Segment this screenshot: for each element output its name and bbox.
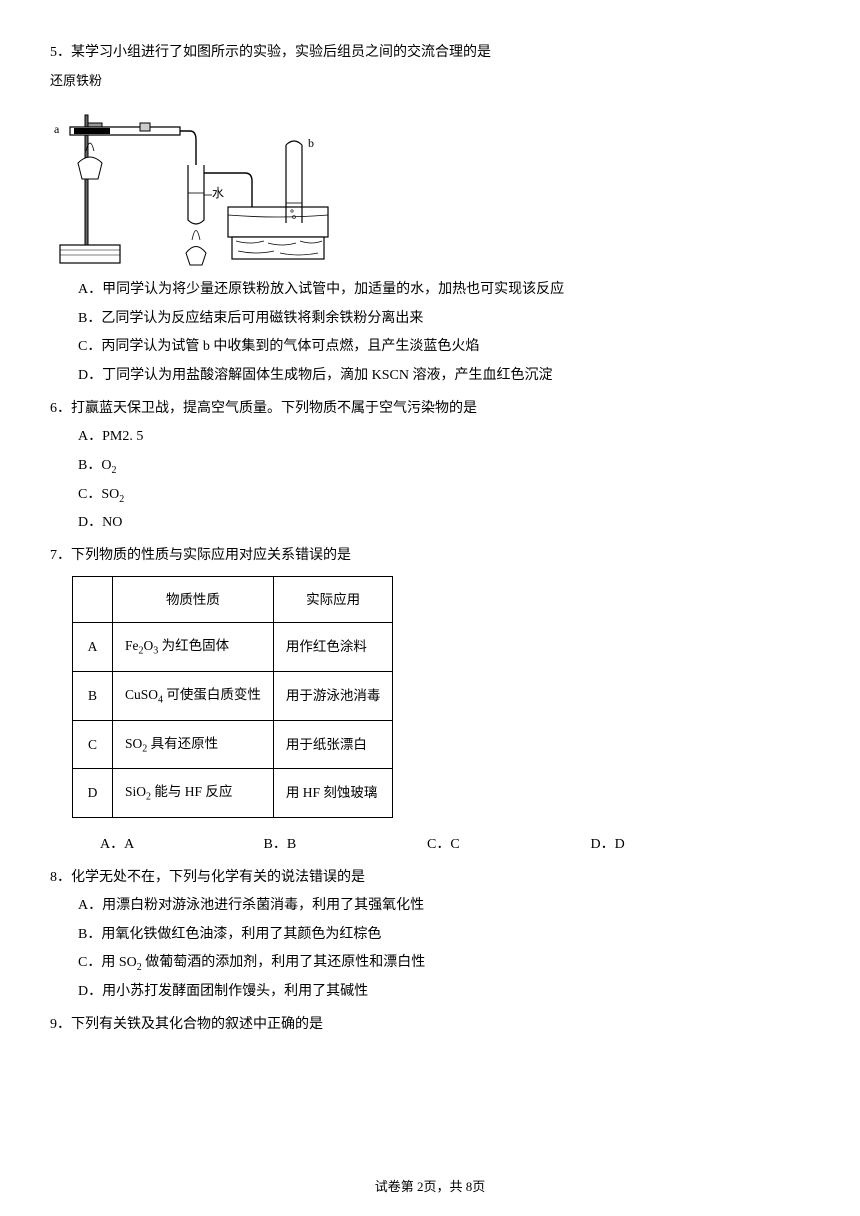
q9-stem: 9．下列有关铁及其化合物的叙述中正确的是 (50, 1012, 810, 1039)
q7-row-a-label: A (73, 623, 113, 672)
table-row: D SiO2 能与 HF 反应 用 HF 刻蚀玻璃 (73, 769, 393, 818)
svg-text:a: a (54, 122, 60, 136)
q6-opt-b-prefix: B．O (78, 458, 111, 473)
q7-table-header-row: 物质性质 实际应用 (73, 576, 393, 623)
q5-options: A．甲同学认为将少量还原铁粉放入试管中，加适量的水，加热也可实现该反应 B．乙同… (78, 277, 810, 389)
page-footer: 试卷第 2页，共 8页 (0, 1175, 860, 1200)
q8-opt-a: A．用漂白粉对游泳池进行杀菌消毒，利用了其强氧化性 (78, 893, 810, 920)
q7-row-b-c1: CuSO4 可使蛋白质变性 (113, 671, 274, 720)
q5-opt-b: B．乙同学认为反应结束后可用磁铁将剩余铁粉分离出来 (78, 306, 810, 333)
q6-num: 6． (50, 401, 71, 416)
question-7: 7．下列物质的性质与实际应用对应关系错误的是 物质性质 实际应用 A Fe2O3… (50, 543, 810, 859)
question-5: 5．某学习小组进行了如图所示的实验，实验后组员之间的交流合理的是 还原铁粉 a (50, 40, 810, 390)
q7-row-a-c1: Fe2O3 为红色固体 (113, 623, 274, 672)
q8-opt-c: C．用 SO2 做葡萄酒的添加剂，利用了其还原性和漂白性 (78, 950, 810, 977)
q6-stem: 6．打赢蓝天保卫战，提高空气质量。下列物质不属于空气污染物的是 (50, 396, 810, 423)
q6-text: 打赢蓝天保卫战，提高空气质量。下列物质不属于空气污染物的是 (71, 401, 477, 416)
q5-opt-a: A．甲同学认为将少量还原铁粉放入试管中，加适量的水，加热也可实现该反应 (78, 277, 810, 304)
q7-row-c-c2: 用于纸张漂白 (273, 720, 393, 769)
question-6: 6．打赢蓝天保卫战，提高空气质量。下列物质不属于空气污染物的是 A．PM2. 5… (50, 396, 810, 537)
q7-row-a-c2: 用作红色涂料 (273, 623, 393, 672)
q7-opt-a: A．A (100, 832, 260, 859)
q6-opt-b: B．O2 (78, 453, 810, 480)
q5-opt-c: C．丙同学认为试管 b 中收集到的气体可点燃，且产生淡蓝色火焰 (78, 334, 810, 361)
q8-text: 化学无处不在，下列与化学有关的说法错误的是 (71, 870, 365, 885)
q6-opt-d: D．NO (78, 510, 810, 537)
q7-row-d-c2: 用 HF 刻蚀玻璃 (273, 769, 393, 818)
q5-num: 5． (50, 45, 71, 60)
q8-opt-c-post: 做葡萄酒的添加剂，利用了其还原性和漂白性 (142, 955, 426, 970)
q7-row-b-label: B (73, 671, 113, 720)
q5-diagram: a 水 (50, 95, 350, 275)
q5-stem: 5．某学习小组进行了如图所示的实验，实验后组员之间的交流合理的是 (50, 40, 810, 67)
q8-num: 8． (50, 870, 71, 885)
table-row: B CuSO4 可使蛋白质变性 用于游泳池消毒 (73, 671, 393, 720)
q6-options: A．PM2. 5 B．O2 C．SO2 D．NO (78, 424, 810, 537)
q7-row-d-label: D (73, 769, 113, 818)
q6-opt-c-prefix: C．SO (78, 487, 119, 502)
q7-th-blank (73, 576, 113, 623)
question-8: 8．化学无处不在，下列与化学有关的说法错误的是 A．用漂白粉对游泳池进行杀菌消毒… (50, 865, 810, 1006)
q9-num: 9． (50, 1017, 71, 1032)
q7-opt-c: C．C (427, 832, 587, 859)
q7-row-d-c1: SiO2 能与 HF 反应 (113, 769, 274, 818)
q7-th-1: 物质性质 (113, 576, 274, 623)
q7-th-2: 实际应用 (273, 576, 393, 623)
question-9: 9．下列有关铁及其化合物的叙述中正确的是 (50, 1012, 810, 1039)
table-row: C SO2 具有还原性 用于纸张漂白 (73, 720, 393, 769)
svg-text:b: b (308, 136, 314, 150)
q8-opt-c-prefix: C．用 SO (78, 955, 137, 970)
q6-opt-c: C．SO2 (78, 482, 810, 509)
q5-diagram-label: 还原铁粉 (50, 69, 810, 94)
q5-text: 某学习小组进行了如图所示的实验，实验后组员之间的交流合理的是 (71, 45, 491, 60)
q7-row-b-c2: 用于游泳池消毒 (273, 671, 393, 720)
q7-stem: 7．下列物质的性质与实际应用对应关系错误的是 (50, 543, 810, 570)
q6-opt-b-sub: 2 (111, 465, 116, 476)
table-row: A Fe2O3 为红色固体 用作红色涂料 (73, 623, 393, 672)
q7-opt-d: D．D (591, 832, 751, 859)
q8-opt-b: B．用氧化铁做红色油漆，利用了其颜色为红棕色 (78, 922, 810, 949)
svg-text:水: 水 (212, 186, 224, 200)
q7-opt-b: B．B (264, 832, 424, 859)
q6-opt-c-sub: 2 (119, 493, 124, 504)
q7-options: A．A B．B C．C D．D (100, 832, 810, 859)
q7-text: 下列物质的性质与实际应用对应关系错误的是 (71, 548, 351, 563)
q7-table: 物质性质 实际应用 A Fe2O3 为红色固体 用作红色涂料 B CuSO4 可… (72, 576, 393, 818)
q7-row-c-c1: SO2 具有还原性 (113, 720, 274, 769)
q8-options: A．用漂白粉对游泳池进行杀菌消毒，利用了其强氧化性 B．用氧化铁做红色油漆，利用… (78, 893, 810, 1006)
q6-opt-a: A．PM2. 5 (78, 424, 810, 451)
q8-opt-d: D．用小苏打发酵面团制作馒头，利用了其碱性 (78, 979, 810, 1006)
q7-row-c-label: C (73, 720, 113, 769)
q5-opt-d: D．丁同学认为用盐酸溶解固体生成物后，滴加 KSCN 溶液，产生血红色沉淀 (78, 363, 810, 390)
q8-stem: 8．化学无处不在，下列与化学有关的说法错误的是 (50, 865, 810, 892)
q9-text: 下列有关铁及其化合物的叙述中正确的是 (71, 1017, 323, 1032)
q7-num: 7． (50, 548, 71, 563)
